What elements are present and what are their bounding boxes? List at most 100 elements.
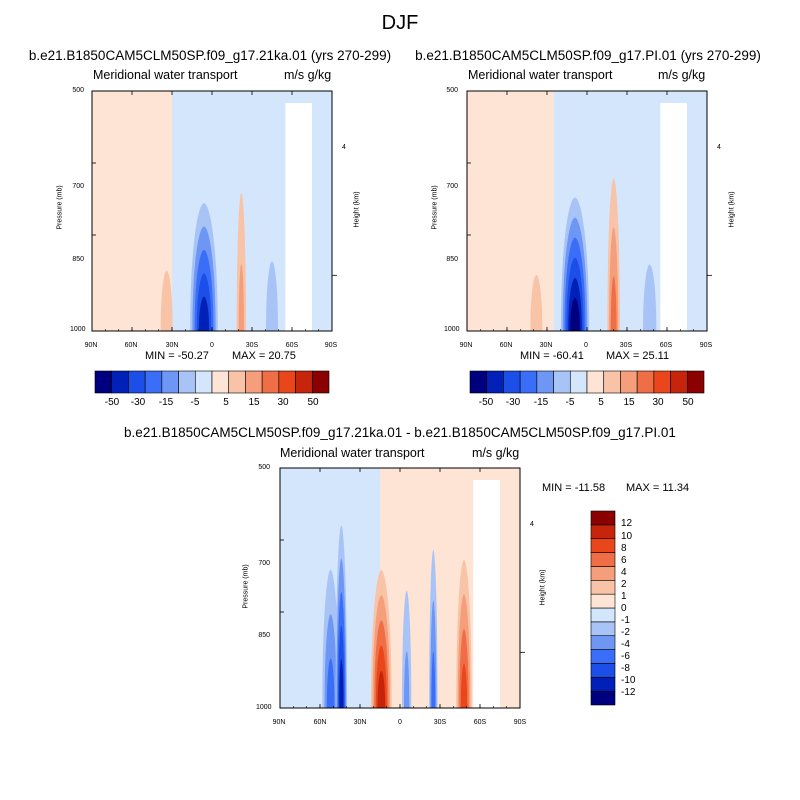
colorbar-swatch: [161, 370, 179, 394]
panel-1-max-label: MAX = 20.75: [232, 350, 296, 362]
panel-diff-x-tick: 0: [398, 719, 402, 726]
panel-1-colorbar-label: 15: [248, 397, 260, 408]
contour-band: [326, 658, 335, 708]
colorbar-swatch: [178, 370, 196, 394]
colorbar-swatch: [536, 370, 554, 394]
panel-1-colorbar: [94, 370, 330, 394]
axis-ticks: [91, 90, 337, 332]
panel-diff-colorbar-label: -6: [621, 651, 630, 662]
contour-band: [530, 274, 543, 331]
missing-data-region: [285, 103, 312, 331]
contour-feature-0: [160, 270, 173, 331]
colorbar-swatch: [278, 370, 296, 394]
panel-2-units-label: m/s g/kg: [658, 68, 706, 82]
colorbar-swatch: [553, 370, 571, 394]
contour-feature-3: [643, 264, 657, 331]
panel-diff-units-label: m/s g/kg: [472, 446, 520, 460]
contour-feature-2: [236, 193, 246, 331]
panel-2-y-tick: 700: [446, 183, 458, 190]
panel-2-x-tick: 30N: [539, 342, 553, 349]
panel-2-right-tick: 4: [717, 144, 721, 151]
colorbar-swatch: [486, 370, 504, 394]
panel-diff-x-tick: 60S: [473, 719, 487, 726]
colorbar-swatch: [590, 579, 616, 595]
contour-feature-0: [530, 274, 543, 331]
panel-2-y-tick: 850: [446, 256, 458, 263]
panel-1-x-tick: 30N: [165, 342, 179, 349]
colorbar-swatch: [620, 370, 638, 394]
panel-1-plot-area: [91, 90, 337, 332]
panel-1-colorbar-label: -5: [190, 397, 200, 408]
colorbar-swatch: [295, 370, 313, 394]
colorbar-swatch: [311, 370, 330, 394]
panel-diff-colorbar-label: 12: [621, 518, 633, 529]
panel-diff-colorbar-label: -1: [621, 615, 630, 626]
colorbar-swatch: [590, 676, 616, 692]
colorbar-swatch: [211, 370, 230, 394]
panel-2-right-axis-title: Height (km): [728, 191, 736, 228]
contour-band: [160, 270, 173, 331]
panel-diff-colorbar-label: -10: [621, 675, 636, 686]
panel-diff-x-tick: 30N: [353, 719, 367, 726]
panel-diff-colorbar-label: 0: [621, 603, 627, 614]
colorbar-swatch: [686, 370, 705, 394]
panel-2-y-tick: 1000: [444, 326, 460, 333]
panel-1-min-label: MIN = -50.27: [145, 350, 209, 362]
colorbar-swatch: [590, 538, 616, 553]
colorbar-swatch: [590, 607, 616, 623]
axis-ticks: [466, 90, 712, 332]
contour-feature-0: [322, 569, 340, 708]
contour-feature-5: [456, 560, 472, 708]
panel-1-x-tick: 90N: [84, 342, 98, 349]
panel-2-colorbar-label: -15: [533, 397, 549, 408]
colorbar-swatch: [590, 621, 616, 637]
colorbar-swatch: [94, 370, 113, 394]
panel-diff-right-axis-title: Height (km): [539, 569, 547, 606]
contour-feature-1: [335, 525, 348, 708]
panel-2-colorbar-label: -5: [565, 397, 575, 408]
contour-feature-3: [402, 590, 412, 708]
contour-band: [402, 590, 412, 708]
contour-band: [431, 651, 436, 708]
contour-band: [339, 658, 344, 708]
panel-1-y-tick: 850: [72, 256, 84, 263]
panel-2-min-label: MIN = -60.41: [520, 350, 584, 362]
panel-1-colorbar-label: -50: [104, 397, 120, 408]
panel-2-x-tick: 0: [584, 342, 588, 349]
panel-1-x-tick: 90S: [324, 342, 338, 349]
panel-diff-y-tick: 500: [258, 464, 270, 471]
panel-diff-colorbar-label: 6: [621, 555, 627, 566]
panel-diff-colorbar-label: 4: [621, 567, 627, 578]
panel-1-right-tick: 4: [342, 144, 346, 151]
panel-1-y-tick: 1000: [70, 326, 86, 333]
panel-diff-y-tick: 700: [258, 560, 270, 567]
panel-diff-x-tick: 60N: [313, 719, 327, 726]
colorbar-swatch: [469, 370, 488, 394]
missing-data-region: [473, 480, 500, 708]
panel-1-x-tick: 30S: [245, 342, 259, 349]
panel-diff-colorbar-label: 1: [621, 591, 627, 602]
colorbar-swatch: [111, 370, 129, 394]
panel-diff-max-label: MAX = 11.34: [626, 482, 690, 494]
colorbar-swatch: [590, 524, 616, 540]
panel-diff-x-tick: 90N: [272, 719, 286, 726]
panel-2-colorbar-label: -50: [478, 397, 494, 408]
panel-diff-colorbar-label: -12: [621, 687, 636, 698]
panel-1-x-tick: 60S: [285, 342, 299, 349]
panel-diff-y-tick: 1000: [256, 704, 272, 711]
panel-diff-x-tick: 30S: [433, 719, 447, 726]
figure-title: DJF: [381, 12, 419, 34]
contour-band: [377, 670, 386, 708]
panel-2-colorbar-label: 50: [682, 397, 694, 408]
colorbar-swatch: [245, 370, 263, 394]
contour-band: [198, 296, 210, 331]
colorbar-swatch: [144, 370, 163, 394]
colorbar-swatch: [519, 370, 538, 394]
panel-diff-colorbar-label: -8: [621, 663, 630, 674]
colorbar-swatch: [590, 649, 616, 664]
panel-diff-y-axis-title: Pressure (mb): [242, 564, 250, 609]
panel-1-title: b.e21.B1850CAM5CLM50SP.f09_g17.21ka.01 (…: [28, 48, 392, 63]
panel-1-colorbar-label: -15: [158, 397, 174, 408]
panel-2-colorbar-label: 5: [598, 397, 604, 408]
panel-2-title: b.e21.B1850CAM5CLM50SP.f09_g17.PI.01 (yr…: [415, 48, 761, 63]
